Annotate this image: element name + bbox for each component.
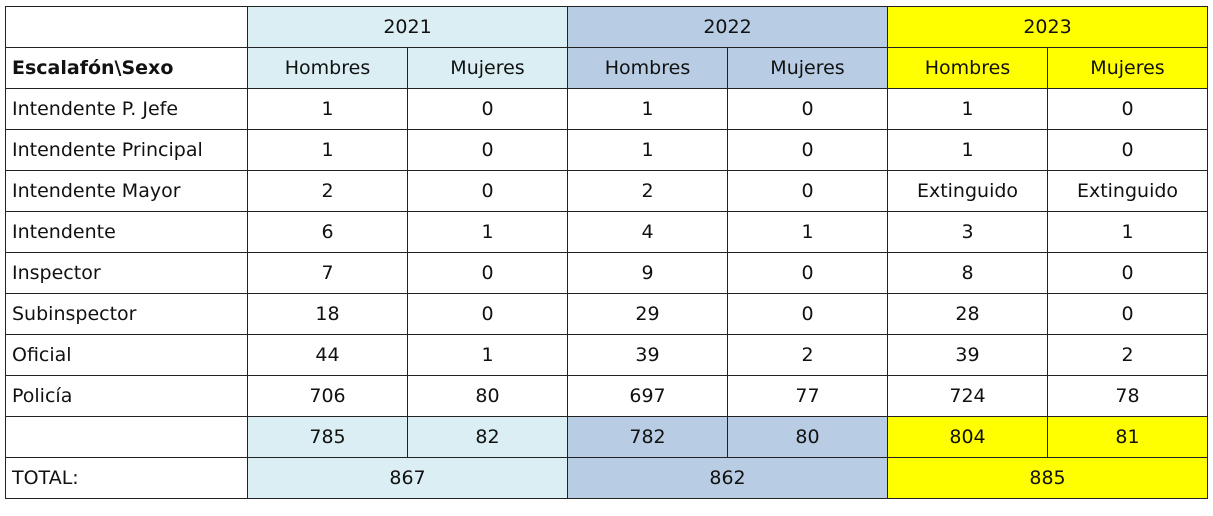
value-cell: 1 [567, 88, 728, 130]
value-cell: 1 [727, 211, 888, 253]
subtotal-cell: 80 [727, 416, 888, 458]
value-cell: 0 [727, 170, 888, 212]
value-cell: 7 [247, 252, 408, 294]
subtotal-cell: 782 [567, 416, 728, 458]
value-cell: 1 [887, 88, 1048, 130]
table-row: Intendente Mayor 2 0 2 0 Extinguido Extinguido [5, 170, 1208, 212]
value-cell: 28 [887, 293, 1048, 335]
rank-sex-header: Escalafón\Sexo [5, 47, 248, 89]
table-row: Subinspector 18 0 29 0 28 0 [5, 293, 1208, 335]
value-cell: 77 [727, 375, 888, 417]
value-cell: 4 [567, 211, 728, 253]
value-cell: 706 [247, 375, 408, 417]
value-cell: 0 [1047, 293, 1208, 335]
subtotal-cell: 804 [887, 416, 1048, 458]
table-row: Inspector 7 0 9 0 8 0 [5, 252, 1208, 294]
value-cell: 39 [887, 334, 1048, 376]
value-cell: 0 [407, 252, 568, 294]
value-cell: 1 [247, 129, 408, 171]
value-cell: 9 [567, 252, 728, 294]
value-cell: 78 [1047, 375, 1208, 417]
value-cell: 2 [1047, 334, 1208, 376]
table-row: Policía 706 80 697 77 724 78 [5, 375, 1208, 417]
value-cell: 29 [567, 293, 728, 335]
value-cell: 1 [247, 88, 408, 130]
rank-label: Subinspector [5, 293, 248, 335]
men-header-2021: Hombres [247, 47, 408, 89]
value-cell: 0 [407, 293, 568, 335]
value-cell: Extinguido [1047, 170, 1208, 212]
value-cell: 1 [887, 129, 1048, 171]
rank-label: Intendente Mayor [5, 170, 248, 212]
value-cell: 0 [727, 293, 888, 335]
rank-label: Oficial [5, 334, 248, 376]
women-header-2023: Mujeres [1047, 47, 1208, 89]
subtotal-row: 785 82 782 80 804 81 [5, 416, 1208, 458]
value-cell: 0 [1047, 252, 1208, 294]
year-header-2022: 2022 [567, 6, 888, 48]
value-cell: 6 [247, 211, 408, 253]
sex-header-row: Escalafón\Sexo Hombres Mujeres Hombres Mujer… [5, 47, 1208, 89]
value-cell: 1 [407, 211, 568, 253]
value-cell: 2 [567, 170, 728, 212]
rank-label: Intendente [5, 211, 248, 253]
table-row: Intendente 6 1 4 1 3 1 [5, 211, 1208, 253]
rank-label: Inspector [5, 252, 248, 294]
subtotal-empty-cell [5, 416, 248, 458]
value-cell: 3 [887, 211, 1048, 253]
table-row: Oficial 44 1 39 2 39 2 [5, 334, 1208, 376]
women-header-2022: Mujeres [727, 47, 888, 89]
table-row: Intendente P. Jefe 1 0 1 0 1 0 [5, 88, 1208, 130]
rank-label: Policía [5, 375, 248, 417]
personnel-table: 2021 2022 2023 Escalafón\Sexo Hombres Mujeres… [5, 6, 1208, 499]
value-cell: 2 [247, 170, 408, 212]
total-label: TOTAL: [5, 457, 248, 499]
value-cell: 1 [567, 129, 728, 171]
value-cell: 80 [407, 375, 568, 417]
rank-label: Intendente Principal [5, 129, 248, 171]
corner-empty-cell [5, 6, 248, 48]
value-cell: 0 [407, 88, 568, 130]
value-cell: 18 [247, 293, 408, 335]
value-cell: 0 [727, 252, 888, 294]
total-cell-2022: 862 [567, 457, 888, 499]
total-row: TOTAL: 867 862 885 [5, 457, 1208, 499]
total-cell-2021: 867 [247, 457, 568, 499]
rank-label: Intendente P. Jefe [5, 88, 248, 130]
value-cell: Extinguido [887, 170, 1048, 212]
value-cell: 697 [567, 375, 728, 417]
year-header-2023: 2023 [887, 6, 1208, 48]
value-cell: 8 [887, 252, 1048, 294]
men-header-2023: Hombres [887, 47, 1048, 89]
subtotal-cell: 82 [407, 416, 568, 458]
value-cell: 0 [727, 88, 888, 130]
value-cell: 44 [247, 334, 408, 376]
year-header-row: 2021 2022 2023 [5, 6, 1208, 48]
value-cell: 1 [1047, 211, 1208, 253]
subtotal-cell: 81 [1047, 416, 1208, 458]
table-row: Intendente Principal 1 0 1 0 1 0 [5, 129, 1208, 171]
women-header-2021: Mujeres [407, 47, 568, 89]
value-cell: 0 [1047, 88, 1208, 130]
value-cell: 0 [727, 129, 888, 171]
subtotal-cell: 785 [247, 416, 408, 458]
value-cell: 39 [567, 334, 728, 376]
value-cell: 0 [407, 129, 568, 171]
total-cell-2023: 885 [887, 457, 1208, 499]
value-cell: 2 [727, 334, 888, 376]
year-header-2021: 2021 [247, 6, 568, 48]
value-cell: 0 [407, 170, 568, 212]
value-cell: 0 [1047, 129, 1208, 171]
value-cell: 724 [887, 375, 1048, 417]
men-header-2022: Hombres [567, 47, 728, 89]
value-cell: 1 [407, 334, 568, 376]
